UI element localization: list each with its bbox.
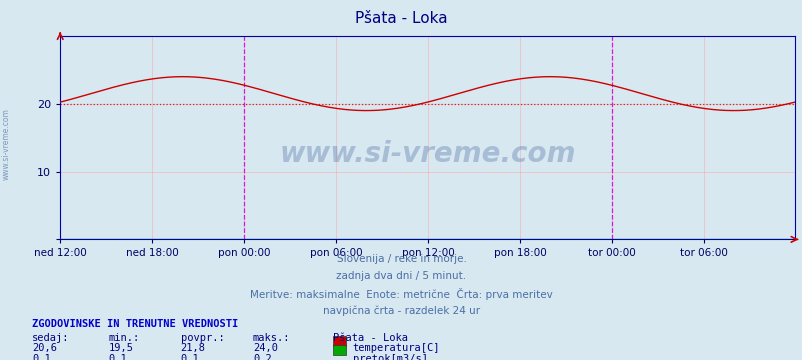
Text: 0,2: 0,2 [253,354,271,360]
Text: www.si-vreme.com: www.si-vreme.com [2,108,11,180]
Text: Pšata - Loka: Pšata - Loka [333,333,407,343]
Text: min.:: min.: [108,333,140,343]
Text: temperatura[C]: temperatura[C] [352,343,439,354]
Text: maks.:: maks.: [253,333,290,343]
Text: Slovenija / reke in morje.: Slovenija / reke in morje. [336,254,466,264]
Text: sedaj:: sedaj: [32,333,70,343]
Text: 24,0: 24,0 [253,343,277,354]
Text: ZGODOVINSKE IN TRENUTNE VREDNOSTI: ZGODOVINSKE IN TRENUTNE VREDNOSTI [32,319,238,329]
Text: Meritve: maksimalne  Enote: metrične  Črta: prva meritev: Meritve: maksimalne Enote: metrične Črta… [249,288,553,300]
Text: povpr.:: povpr.: [180,333,224,343]
Text: 19,5: 19,5 [108,343,133,354]
Text: 0,1: 0,1 [108,354,127,360]
Text: navpična črta - razdelek 24 ur: navpična črta - razdelek 24 ur [322,306,480,316]
Text: 0,1: 0,1 [32,354,51,360]
Text: pretok[m3/s]: pretok[m3/s] [352,354,427,360]
Text: zadnja dva dni / 5 minut.: zadnja dva dni / 5 minut. [336,271,466,281]
Text: www.si-vreme.com: www.si-vreme.com [279,140,575,168]
Text: 21,8: 21,8 [180,343,205,354]
Text: 20,6: 20,6 [32,343,57,354]
Text: Pšata - Loka: Pšata - Loka [354,11,448,26]
Text: 0,1: 0,1 [180,354,199,360]
